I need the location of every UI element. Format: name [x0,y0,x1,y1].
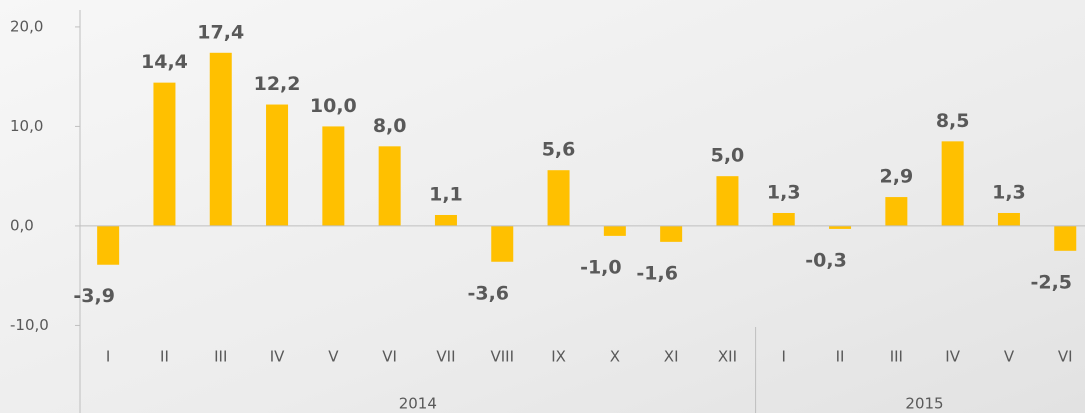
page: {"chart_data": {"type": "bar", "color": … [0,0,1085,413]
value-label: 14,4 [141,51,188,73]
x-tick-label: I [106,348,110,366]
bar [153,83,175,226]
bar [885,197,907,226]
x-tick-label: III [214,348,227,366]
value-label: 10,0 [310,95,357,117]
x-tick-label: I [782,348,786,366]
value-label: 5,0 [711,145,745,167]
chart: -10,00,010,020,0I-3,9II14,4III17,4IV12,2… [0,0,1085,413]
value-label: 1,1 [429,183,463,205]
bar [660,226,682,242]
x-tick-label: VI [1058,348,1073,366]
bar [716,176,738,226]
bar [1054,226,1076,251]
bar [604,226,626,236]
bar [266,105,288,226]
value-label: 12,2 [254,73,301,95]
value-label: -2,5 [1030,271,1072,293]
y-tick-label: 10,0 [10,117,43,135]
value-label: -3,9 [73,285,115,307]
bar [210,53,232,226]
bar [97,226,119,265]
value-label: 17,4 [197,21,244,43]
y-tick-label: -10,0 [10,316,49,334]
bar [942,141,964,226]
value-label: -1,6 [636,262,678,284]
x-tick-label: III [890,348,903,366]
value-label: -3,6 [467,282,509,304]
x-tick-label: VII [436,348,455,366]
bar [998,213,1020,226]
value-label: -0,3 [805,249,847,271]
value-label: 2,9 [880,166,914,188]
x-tick-label: IV [270,348,285,366]
value-label: 5,6 [542,139,576,161]
group-label: 2015 [905,395,943,413]
x-tick-label: IV [945,348,960,366]
x-tick-label: II [836,348,845,366]
x-tick-label: IX [551,348,566,366]
value-label: 8,5 [936,110,970,132]
bar [435,215,457,226]
x-tick-label: II [160,348,169,366]
value-label: 1,3 [992,181,1026,203]
bar [773,213,795,226]
y-tick-label: 0,0 [10,216,34,234]
x-tick-label: X [610,348,620,366]
bar [322,126,344,226]
x-tick-label: XII [718,348,737,366]
value-label: -1,0 [580,256,622,278]
value-label: 1,3 [767,181,801,203]
x-tick-label: VI [382,348,397,366]
y-tick-label: 20,0 [10,17,43,35]
x-tick-label: V [328,348,339,366]
x-tick-label: XI [664,348,679,366]
value-label: 8,0 [373,115,407,137]
bar [491,226,513,262]
bar [379,146,401,226]
x-tick-label: VIII [490,348,514,366]
group-label: 2014 [399,395,437,413]
x-tick-label: V [1004,348,1015,366]
bar [548,170,570,226]
